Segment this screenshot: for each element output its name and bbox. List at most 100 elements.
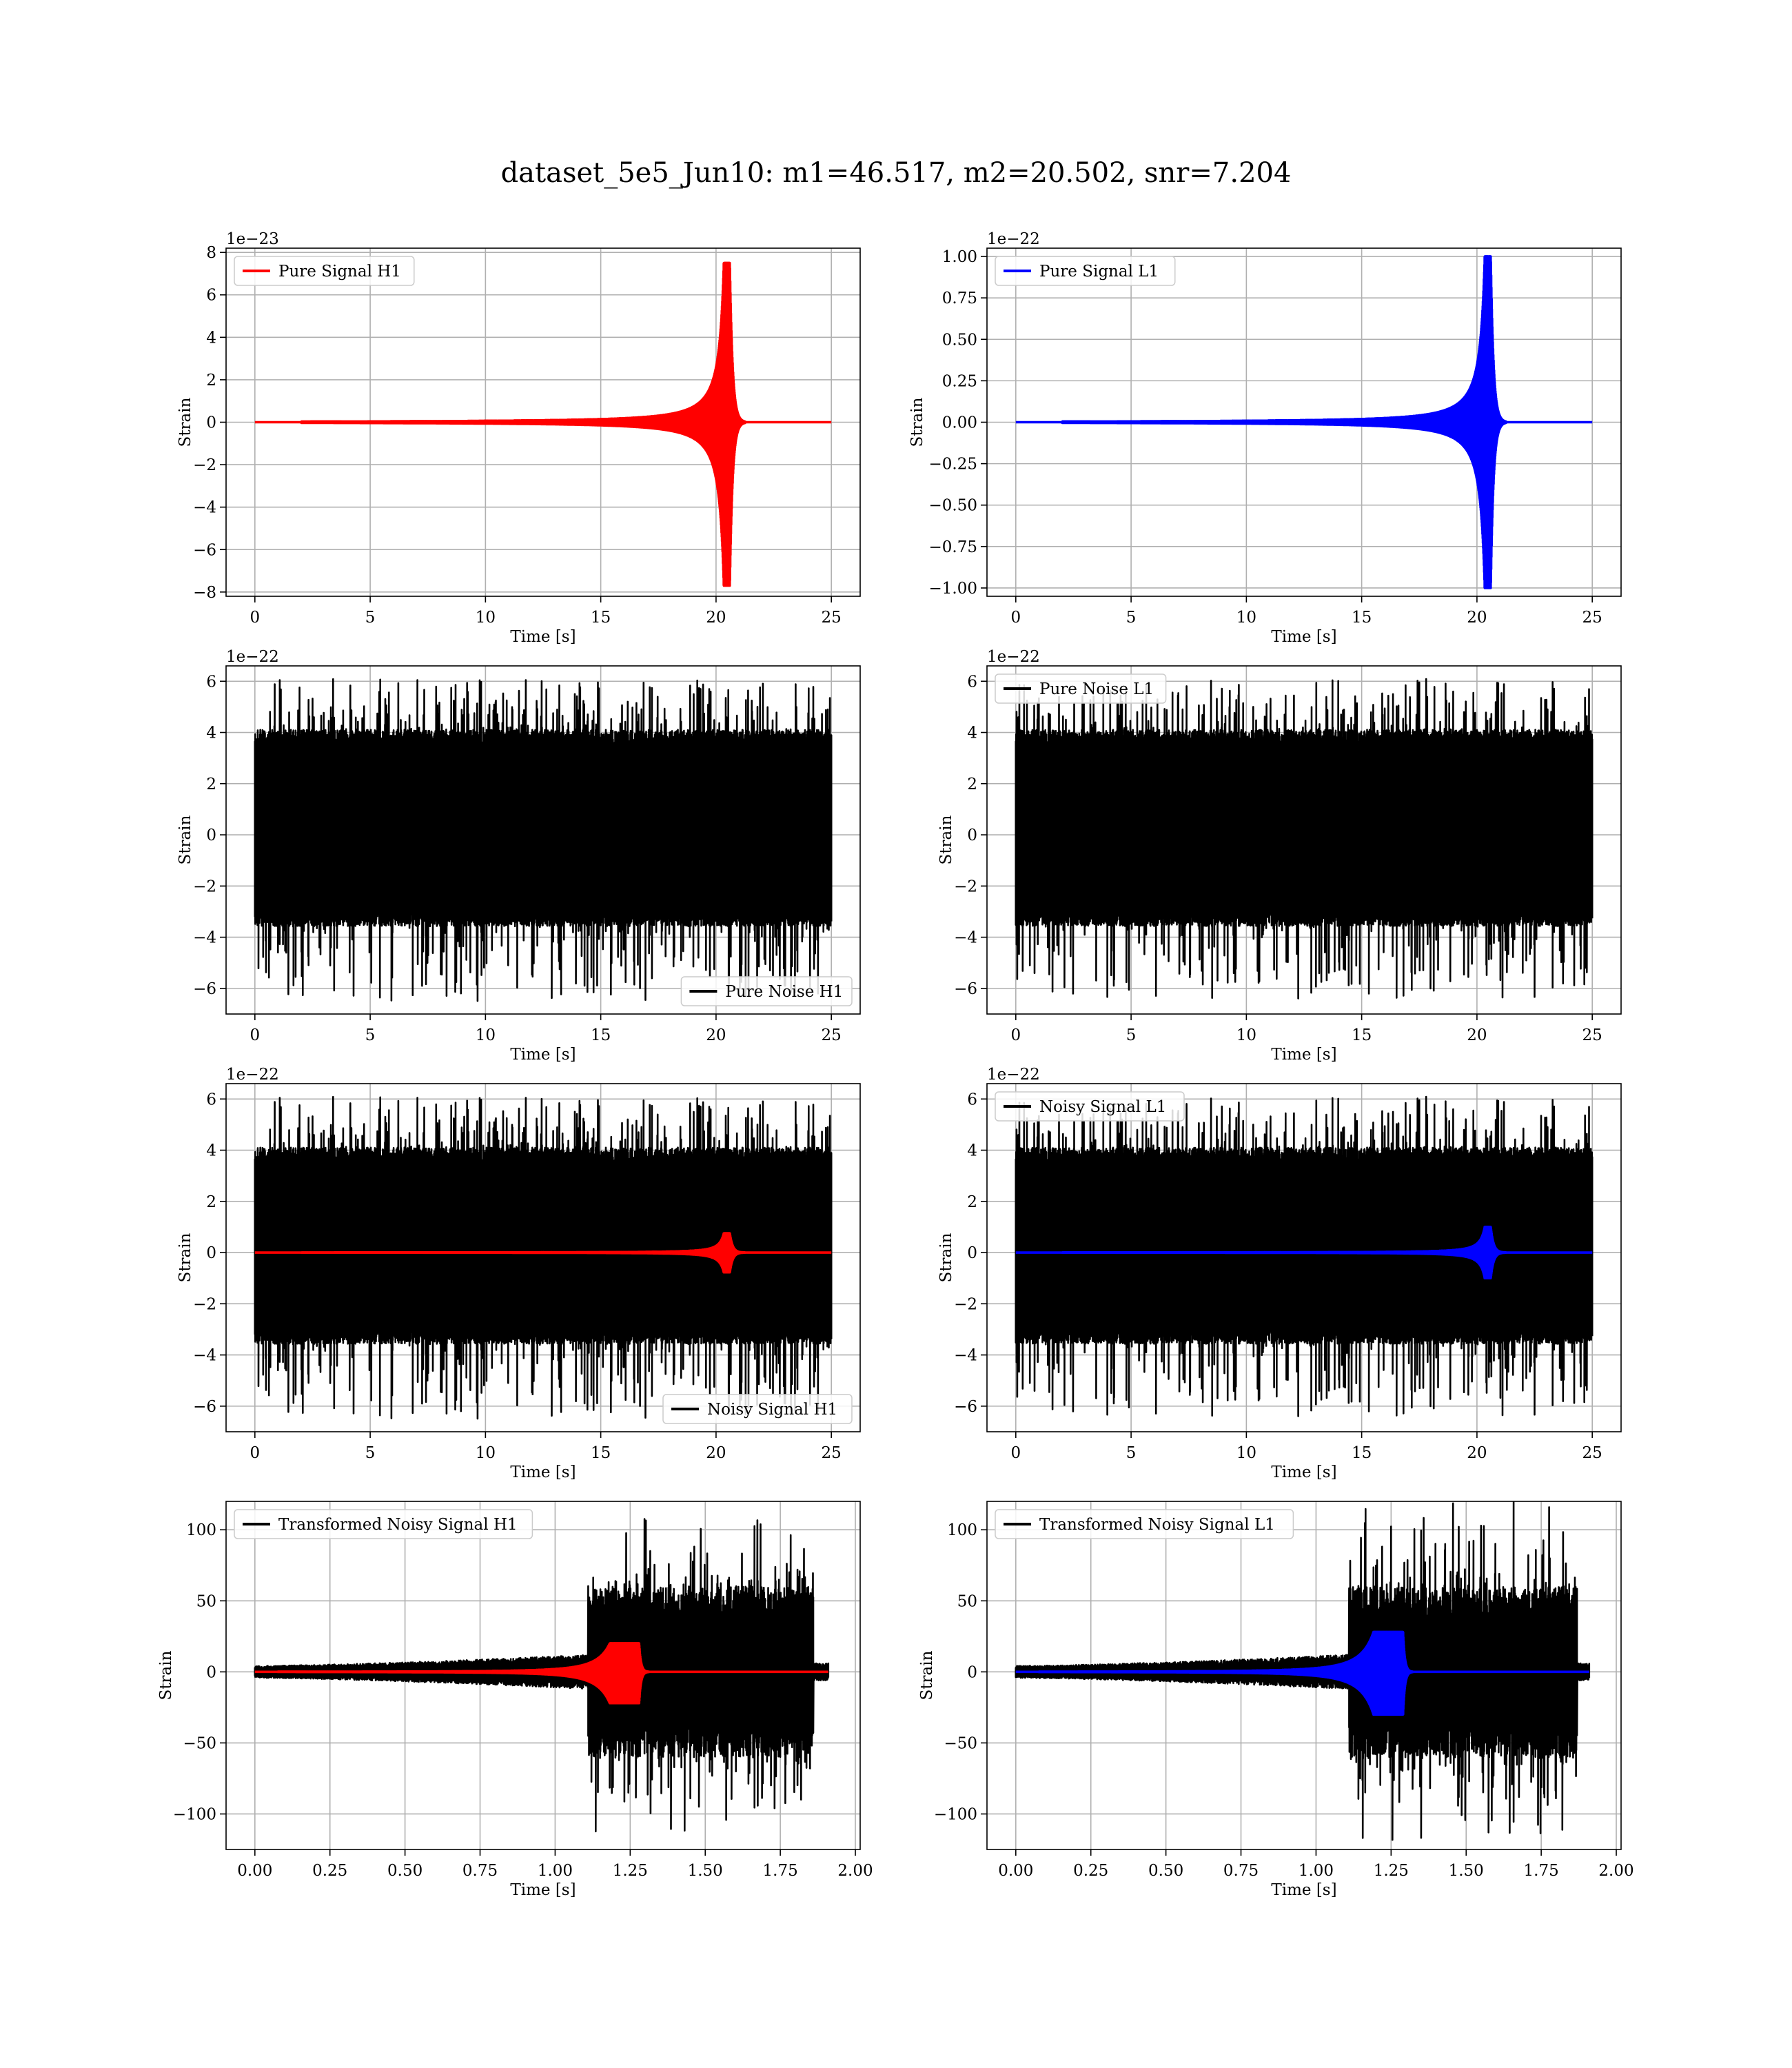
- panel-transformed-noisy-signal-l1: 0.00 0.25 0.50 0.75 1.00 1.25 1.50 1.75 2.00 −100…: [918, 1501, 1634, 1899]
- panel-pure-noise-l1: 0 5 10 15 20 25 −6 −4 −2 0 2 4 6 Time [s] Strain 1e−22 P…: [937, 648, 1622, 1064]
- x-tick-label: 5: [1126, 609, 1137, 627]
- y-tick-label: −6: [193, 1398, 216, 1416]
- x-tick-label: 0.75: [462, 1862, 498, 1880]
- x-tick-label: 0.75: [1223, 1862, 1259, 1880]
- series-transformed-noisy-signal-l1-0: [1015, 1501, 1591, 1841]
- x-tick-label: 5: [365, 1026, 376, 1044]
- x-tick-label: 15: [591, 609, 611, 627]
- legend: Transformed Noisy Signal L1: [995, 1509, 1294, 1539]
- legend-box: [995, 1091, 1185, 1122]
- y-tick-label: 0: [967, 827, 977, 844]
- y-tick-label: −8: [193, 584, 216, 602]
- x-tick-label: 0: [250, 1444, 260, 1462]
- offset-text: 1e−23: [226, 230, 279, 248]
- y-tick-label: 0.75: [942, 290, 977, 307]
- x-tick-label: 25: [822, 609, 842, 627]
- y-tick-label: 0.25: [942, 372, 977, 390]
- y-tick-label: 1.00: [942, 248, 977, 266]
- plot-area: [1015, 1095, 1594, 1417]
- x-tick-label: 1.25: [1374, 1862, 1409, 1880]
- x-tick-label: 0: [1010, 609, 1021, 627]
- series-noisy-signal-h1-1: [254, 1232, 833, 1274]
- y-tick-label: −2: [193, 1295, 216, 1313]
- x-tick-label: 0: [1010, 1026, 1021, 1044]
- y-tick-label: 2: [967, 776, 977, 793]
- y-tick-label: −2: [954, 1295, 977, 1313]
- y-tick-label: 0: [967, 1244, 977, 1262]
- legend-label: Noisy Signal L1: [1039, 1098, 1166, 1116]
- plot-area: [254, 1518, 830, 1833]
- axes-frame: [986, 1501, 1622, 1850]
- legend: Transformed Noisy Signal H1: [234, 1509, 533, 1539]
- y-tick-label: −2: [193, 456, 216, 474]
- x-tick-label: 1.25: [613, 1862, 648, 1880]
- y-tick-label: −100: [173, 1805, 216, 1823]
- x-axis-label: Time [s]: [1271, 628, 1336, 646]
- panel-noisy-signal-l1: 0 5 10 15 20 25 −6 −4 −2 0 2 4 6 Time [s] Strain 1e−22 N…: [937, 1066, 1622, 1481]
- axes-frame: [225, 1501, 861, 1850]
- x-tick-label: 1.00: [1299, 1862, 1334, 1880]
- x-axis-label: Time [s]: [1271, 1881, 1336, 1899]
- y-tick-label: −4: [954, 929, 977, 947]
- x-tick-label: 15: [1352, 1026, 1372, 1044]
- legend-label: Pure Signal H1: [278, 263, 401, 281]
- figure-title: dataset_5e5_Jun10: m1=46.517, m2=20.502,…: [500, 157, 1292, 189]
- y-tick-label: −50: [183, 1734, 216, 1752]
- y-tick-label: 6: [967, 1091, 977, 1108]
- legend-label: Pure Signal L1: [1039, 263, 1159, 281]
- y-tick-label: 50: [196, 1592, 216, 1610]
- x-tick-label: 5: [1126, 1444, 1137, 1462]
- legend: Pure Signal L1: [995, 256, 1176, 286]
- x-axis-label: Time [s]: [510, 1463, 576, 1481]
- x-tick-label: 10: [1236, 1444, 1256, 1462]
- legend-box: [680, 976, 853, 1006]
- legend-box: [662, 1394, 853, 1424]
- x-tick-label: 2.00: [1598, 1862, 1633, 1880]
- y-tick-label: −100: [934, 1805, 977, 1823]
- y-tick-label: 0: [967, 1663, 977, 1681]
- y-tick-label: 0: [206, 827, 216, 844]
- legend: Pure Noise H1: [680, 976, 853, 1006]
- x-tick-label: 5: [1126, 1026, 1137, 1044]
- y-tick-label: 6: [206, 1091, 216, 1108]
- x-tick-label: 20: [1467, 609, 1487, 627]
- y-tick-label: 0.50: [942, 331, 977, 349]
- x-tick-label: 1.75: [1524, 1862, 1559, 1880]
- x-axis-label: Time [s]: [510, 1881, 576, 1899]
- x-tick-label: 5: [365, 609, 376, 627]
- series-transformed-noisy-signal-h1-0: [254, 1518, 830, 1833]
- y-axis-label: Strain: [918, 1650, 936, 1700]
- plot-area: [1015, 255, 1594, 589]
- x-tick-label: 10: [476, 1444, 496, 1462]
- x-tick-label: 1.75: [763, 1862, 798, 1880]
- legend: Pure Noise L1: [995, 673, 1167, 704]
- x-tick-label: 15: [1352, 1444, 1372, 1462]
- y-axis-label: Strain: [908, 397, 926, 447]
- y-tick-label: 100: [947, 1521, 977, 1539]
- x-tick-label: 15: [591, 1026, 611, 1044]
- y-tick-label: −4: [193, 1347, 216, 1365]
- x-tick-label: 2.00: [837, 1862, 873, 1880]
- x-tick-label: 20: [1467, 1026, 1487, 1044]
- series-pure-signal-l1-0: [1015, 255, 1594, 589]
- x-axis-label: Time [s]: [510, 1046, 576, 1064]
- axes-frame: [986, 665, 1622, 1015]
- x-tick-label: 15: [1352, 609, 1372, 627]
- x-tick-label: 25: [822, 1026, 842, 1044]
- x-tick-label: 0.00: [998, 1862, 1033, 1880]
- x-tick-label: 25: [1582, 1026, 1602, 1044]
- y-tick-label: 0.00: [942, 414, 977, 432]
- y-tick-label: −4: [954, 1347, 977, 1365]
- panel-transformed-noisy-signal-h1: 0.00 0.25 0.50 0.75 1.00 1.25 1.50 1.75 2.00 −100…: [157, 1501, 873, 1899]
- legend-box: [234, 1509, 533, 1539]
- x-tick-label: 0: [1010, 1444, 1021, 1462]
- x-tick-label: 15: [591, 1444, 611, 1462]
- y-tick-label: 2: [206, 372, 216, 389]
- x-tick-label: 25: [822, 1444, 842, 1462]
- y-axis-label: Strain: [176, 397, 194, 447]
- y-tick-label: 0: [206, 1663, 216, 1681]
- y-tick-label: 0: [206, 414, 216, 432]
- x-tick-label: 1.50: [688, 1862, 723, 1880]
- y-tick-label: −50: [944, 1734, 977, 1752]
